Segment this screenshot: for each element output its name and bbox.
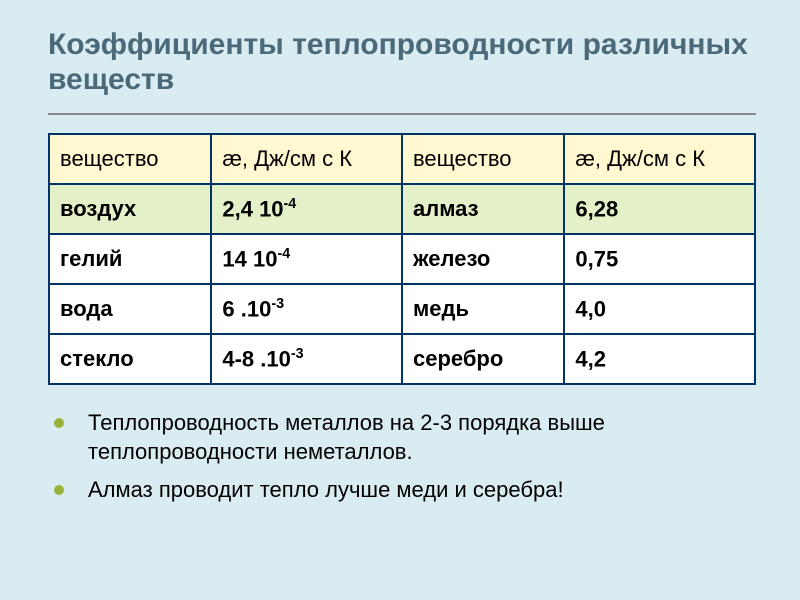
cell-substance: алмаз <box>402 184 564 234</box>
cell-value: 6 .10-3 <box>211 284 402 334</box>
bullet-item: Теплопроводность металлов на 2-3 порядка… <box>80 409 756 466</box>
table-row: гелий 14 10-4 железо 0,75 <box>49 234 755 284</box>
cell-value: 14 10-4 <box>211 234 402 284</box>
bullet-item: Алмаз проводит тепло лучше меди и серебр… <box>80 476 756 505</box>
cell-substance: вода <box>49 284 211 334</box>
header-substance-a: вещество <box>49 134 211 184</box>
page-title: Коэффициенты теплопроводности различных … <box>48 28 756 97</box>
cell-substance: медь <box>402 284 564 334</box>
table-row: вода 6 .10-3 медь 4,0 <box>49 284 755 334</box>
cell-substance: железо <box>402 234 564 284</box>
cell-substance: воздух <box>49 184 211 234</box>
header-unit-a: æ, Дж/см с К <box>211 134 402 184</box>
table-header-row: вещество æ, Дж/см с К вещество æ, Дж/см … <box>49 134 755 184</box>
table-row: воздух 2,4 10-4 алмаз 6,28 <box>49 184 755 234</box>
bullet-list: Теплопроводность металлов на 2-3 порядка… <box>48 409 756 515</box>
cell-substance: стекло <box>49 334 211 384</box>
cell-substance: серебро <box>402 334 564 384</box>
cell-value: 0,75 <box>564 234 755 284</box>
cell-value: 6,28 <box>564 184 755 234</box>
cell-value: 4-8 .10-3 <box>211 334 402 384</box>
title-rule <box>48 113 756 115</box>
table-row: стекло 4-8 .10-3 серебро 4,2 <box>49 334 755 384</box>
conductivity-table: вещество æ, Дж/см с К вещество æ, Дж/см … <box>48 133 756 385</box>
slide-container: Коэффициенты теплопроводности различных … <box>0 0 800 600</box>
cell-substance: гелий <box>49 234 211 284</box>
cell-value: 2,4 10-4 <box>211 184 402 234</box>
header-substance-b: вещество <box>402 134 564 184</box>
header-unit-b: æ, Дж/см с К <box>564 134 755 184</box>
cell-value: 4,2 <box>564 334 755 384</box>
cell-value: 4,0 <box>564 284 755 334</box>
